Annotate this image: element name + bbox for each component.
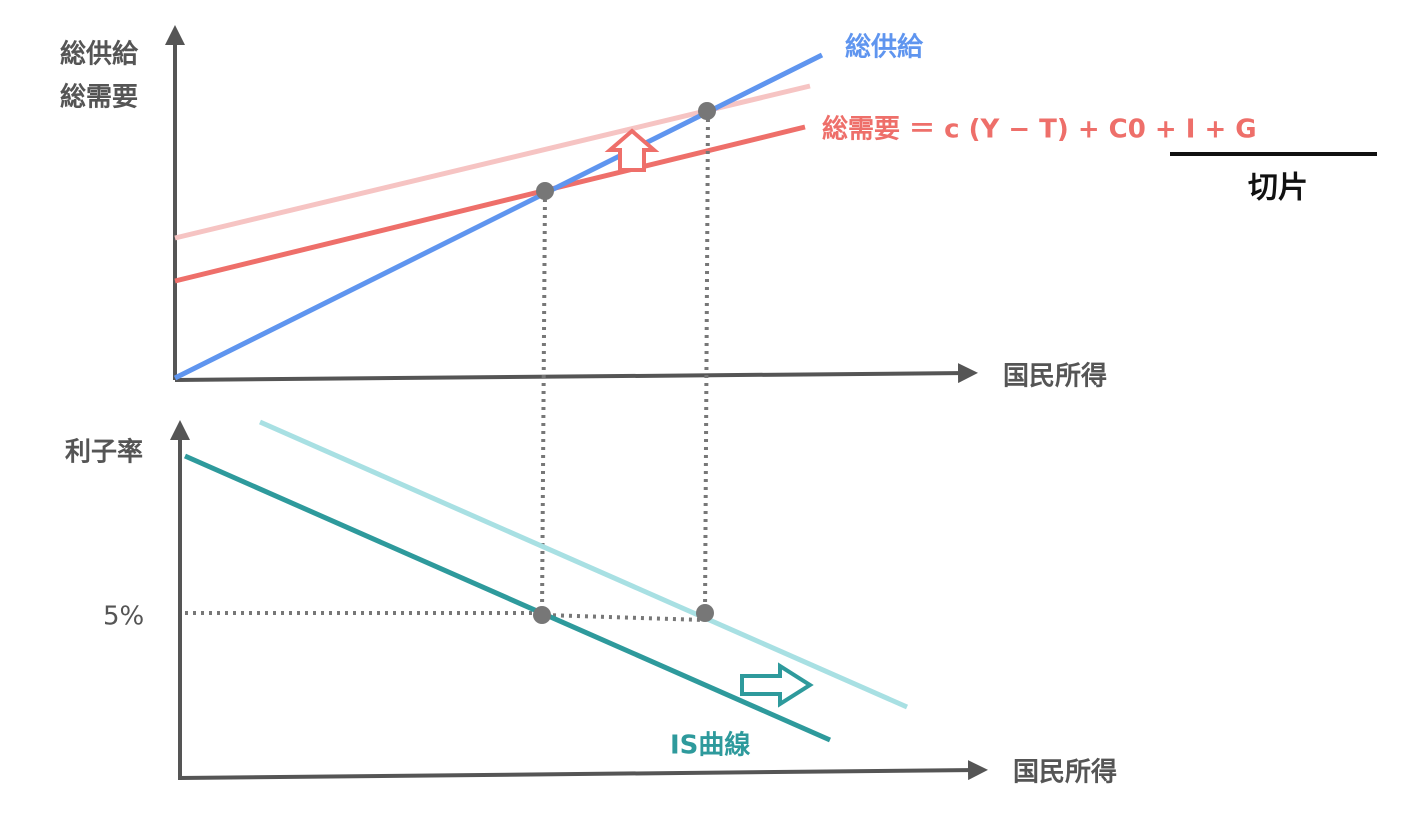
shifted-is-curve [258,419,909,710]
x-axis [174,363,978,384]
is-curve [183,453,832,743]
shift-up-arrow [604,128,660,172]
rate-label: 5% [103,602,144,632]
demand-line [174,124,806,284]
equilibrium-point [533,606,551,624]
guide-line [703,110,710,614]
y-axis-label: 総供給 [60,39,139,70]
equilibrium-point [698,102,716,120]
equilibrium-point [696,604,714,622]
y-axis-label: 総需要 [60,82,138,113]
y-axis-label: 利子率 [65,437,143,468]
supply-label: 総供給 [845,32,924,63]
x-axis-label: 国民所得 [1003,362,1107,392]
guide-line [540,190,547,616]
guide-line [544,613,706,622]
demand-formula: 総需要 ＝ c (Y − T) + C0 + I + G [822,114,1257,145]
is-curve-label: IS曲線 [670,730,750,761]
x-axis [179,760,988,781]
intercept-label: 切片 [1248,171,1308,206]
x-axis-label: 国民所得 [1013,758,1117,788]
equilibrium-point [536,182,554,200]
shift-right-arrow [740,662,814,708]
